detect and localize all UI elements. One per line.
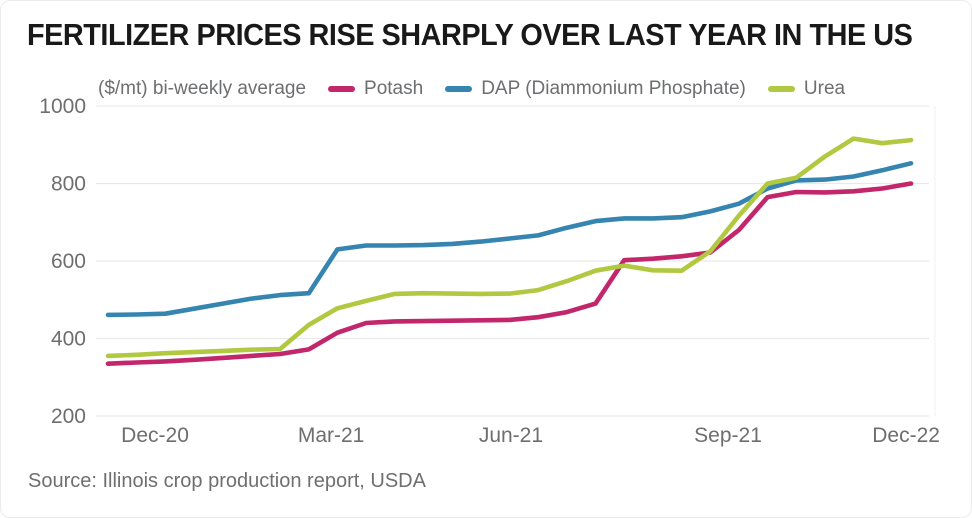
chart-legend: ($/mt) bi-weekly average Potash DAP (Dia… [98, 78, 845, 100]
dap-swatch-icon [445, 86, 473, 92]
legend-item-urea: Urea [767, 78, 846, 100]
source-note: Source: Illinois crop production report,… [28, 470, 426, 492]
urea-swatch-icon [767, 86, 795, 92]
potash-swatch-icon [328, 86, 356, 92]
x-axis-label-dec-22: Dec-22 [872, 424, 940, 447]
legend-item-potash: Potash [328, 78, 423, 100]
legend-label-dap: DAP (Diammonium Phosphate) [481, 78, 746, 99]
x-axis-label-mar-21: Mar-21 [298, 424, 365, 447]
series-line-dap [105, 161, 914, 318]
series-line-urea [105, 136, 914, 359]
legend-label-urea: Urea [803, 78, 846, 99]
x-axis-label-dec-20: Dec-20 [121, 424, 189, 447]
y-axis-label-800: 800 [51, 173, 86, 196]
x-axis-label-jun-21: Jun-21 [479, 424, 543, 447]
chart-title: FERTILIZER PRICES RISE SHARPLY OVER LAST… [27, 17, 913, 52]
y-axis-label-200: 200 [51, 405, 86, 428]
y-axis-label-400: 400 [51, 328, 86, 351]
legend-label-potash: Potash [364, 78, 424, 99]
legend-unit-label: ($/mt) bi-weekly average [98, 78, 307, 99]
y-axis-label-1000: 1000 [39, 95, 86, 118]
x-axis-label-sep-21: Sep-21 [694, 424, 762, 447]
series-line-potash [105, 181, 914, 367]
legend-item-dap: DAP (Diammonium Phosphate) [445, 78, 746, 100]
y-axis-label-600: 600 [51, 250, 86, 273]
